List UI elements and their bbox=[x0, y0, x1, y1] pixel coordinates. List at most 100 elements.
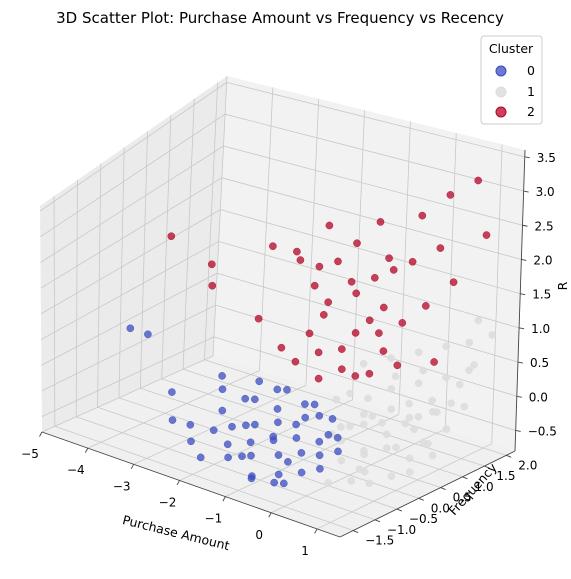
x-tick-mark-1 bbox=[84, 447, 89, 453]
point-cluster-2-38 bbox=[389, 266, 398, 274]
y-tick-mark-0 bbox=[352, 530, 359, 533]
point-cluster-2-17 bbox=[446, 191, 455, 199]
legend: Cluster 0 1 2 bbox=[480, 35, 543, 125]
y-tick-label-5: 1.0 bbox=[475, 480, 494, 494]
y-grid-floor-7 bbox=[204, 359, 507, 456]
point-cluster-1-5 bbox=[414, 379, 423, 388]
point-cluster-0-21 bbox=[292, 420, 300, 429]
z-grid-back-7 bbox=[224, 113, 524, 192]
z-tick-label-5: 2.0 bbox=[533, 254, 552, 268]
point-cluster-2-7 bbox=[310, 281, 319, 290]
point-cluster-2-19 bbox=[474, 176, 483, 185]
point-cluster-0-17 bbox=[247, 451, 255, 460]
point-cluster-1-9 bbox=[447, 399, 455, 408]
point-cluster-2-42 bbox=[370, 273, 379, 282]
z-tick-label-0: −0.5 bbox=[528, 425, 557, 439]
point-cluster-2-27 bbox=[337, 365, 346, 374]
z-grid-left-3 bbox=[40, 241, 219, 340]
point-cluster-1-0 bbox=[346, 389, 354, 398]
point-cluster-0-19 bbox=[269, 436, 278, 445]
point-cluster-1-26 bbox=[337, 456, 346, 465]
x-grid-back-2 bbox=[305, 98, 320, 386]
x-grid-back-3 bbox=[351, 110, 365, 400]
point-cluster-1-24 bbox=[465, 338, 474, 347]
z-axis-line bbox=[514, 149, 526, 452]
point-cluster-0-12 bbox=[250, 395, 259, 404]
y-tick-label-6: 1.5 bbox=[496, 469, 515, 483]
z-grid-back-0 bbox=[213, 336, 516, 431]
z-tick-mark-4 bbox=[520, 293, 526, 296]
point-cluster-0-1 bbox=[144, 330, 152, 339]
point-cluster-2-24 bbox=[351, 372, 360, 380]
y-grid-floor-0 bbox=[54, 425, 354, 531]
y-grid-left-4 bbox=[139, 131, 148, 389]
floor-pane bbox=[42, 356, 515, 537]
point-cluster-2-13 bbox=[385, 254, 393, 263]
legend-box bbox=[480, 35, 543, 125]
point-cluster-1-29 bbox=[387, 472, 396, 481]
z-grid-back-4 bbox=[220, 209, 521, 295]
point-cluster-1-34 bbox=[455, 380, 464, 389]
point-cluster-2-0 bbox=[167, 232, 176, 241]
point-cluster-1-48 bbox=[378, 418, 386, 427]
legend-marker-0 bbox=[495, 65, 507, 77]
point-cluster-0-33 bbox=[255, 377, 264, 386]
z-grid-left-0 bbox=[41, 336, 215, 417]
z-tick-mark-7 bbox=[523, 190, 529, 193]
point-cluster-1-37 bbox=[365, 479, 374, 488]
point-cluster-1-23 bbox=[442, 342, 451, 351]
point-cluster-0-14 bbox=[251, 420, 259, 429]
point-cluster-2-37 bbox=[482, 231, 491, 239]
point-cluster-0-10 bbox=[228, 422, 236, 431]
point-cluster-0-13 bbox=[224, 453, 232, 462]
point-cluster-0-43 bbox=[218, 385, 227, 394]
z-tick-mark-6 bbox=[522, 224, 528, 227]
point-cluster-1-1 bbox=[364, 394, 372, 403]
point-cluster-1-16 bbox=[410, 425, 418, 434]
z-grid-back-3 bbox=[218, 241, 520, 329]
y-grid-left-7 bbox=[204, 82, 219, 360]
point-cluster-2-35 bbox=[421, 302, 430, 310]
y-grid-floor-2 bbox=[97, 406, 398, 510]
legend-label-0: 0 bbox=[527, 63, 535, 78]
point-cluster-0-30 bbox=[333, 433, 342, 442]
point-cluster-2-29 bbox=[398, 319, 407, 327]
y-tick-mark-5 bbox=[462, 476, 468, 480]
point-cluster-1-39 bbox=[346, 422, 354, 431]
point-cluster-2-1 bbox=[207, 260, 216, 269]
point-cluster-0-5 bbox=[187, 437, 195, 446]
point-cluster-2-25 bbox=[379, 347, 388, 355]
x-tick-mark-0 bbox=[39, 431, 43, 437]
point-cluster-2-44 bbox=[305, 329, 314, 338]
point-cluster-1-41 bbox=[465, 366, 473, 375]
point-cluster-1-40 bbox=[414, 412, 423, 421]
z-tick-mark-8 bbox=[524, 156, 530, 159]
point-cluster-1-54 bbox=[419, 438, 428, 447]
z-grid-left-7 bbox=[40, 113, 226, 238]
z-grid-left-4 bbox=[40, 209, 221, 315]
point-cluster-0-16 bbox=[273, 405, 282, 413]
point-cluster-0-3 bbox=[168, 416, 177, 424]
point-cluster-0-24 bbox=[274, 470, 283, 479]
point-cluster-2-3 bbox=[269, 242, 277, 251]
z-grid-left-8 bbox=[39, 82, 227, 212]
point-cluster-2-10 bbox=[347, 277, 356, 286]
axis-lines bbox=[41, 149, 526, 538]
y-grid-left-5 bbox=[161, 114, 172, 379]
point-cluster-2-41 bbox=[365, 369, 374, 378]
z-grid-left-2 bbox=[41, 272, 218, 366]
point-cluster-0-9 bbox=[241, 394, 250, 403]
point-cluster-0-34 bbox=[273, 385, 282, 394]
point-cluster-2-36 bbox=[449, 278, 458, 287]
point-cluster-1-49 bbox=[405, 413, 414, 422]
point-cluster-2-28 bbox=[375, 329, 383, 337]
point-cluster-1-51 bbox=[442, 425, 451, 433]
z-tick-label-6: 2.5 bbox=[535, 219, 554, 233]
point-cluster-1-6 bbox=[401, 419, 410, 428]
x-grid-floor-2 bbox=[133, 384, 307, 465]
z-tick-mark-0 bbox=[515, 430, 521, 432]
y-tick-label-7: 2.0 bbox=[518, 458, 537, 472]
grid-lines bbox=[39, 75, 525, 531]
z-grid-left-1 bbox=[41, 304, 216, 392]
z-grid-back-1 bbox=[215, 304, 517, 397]
